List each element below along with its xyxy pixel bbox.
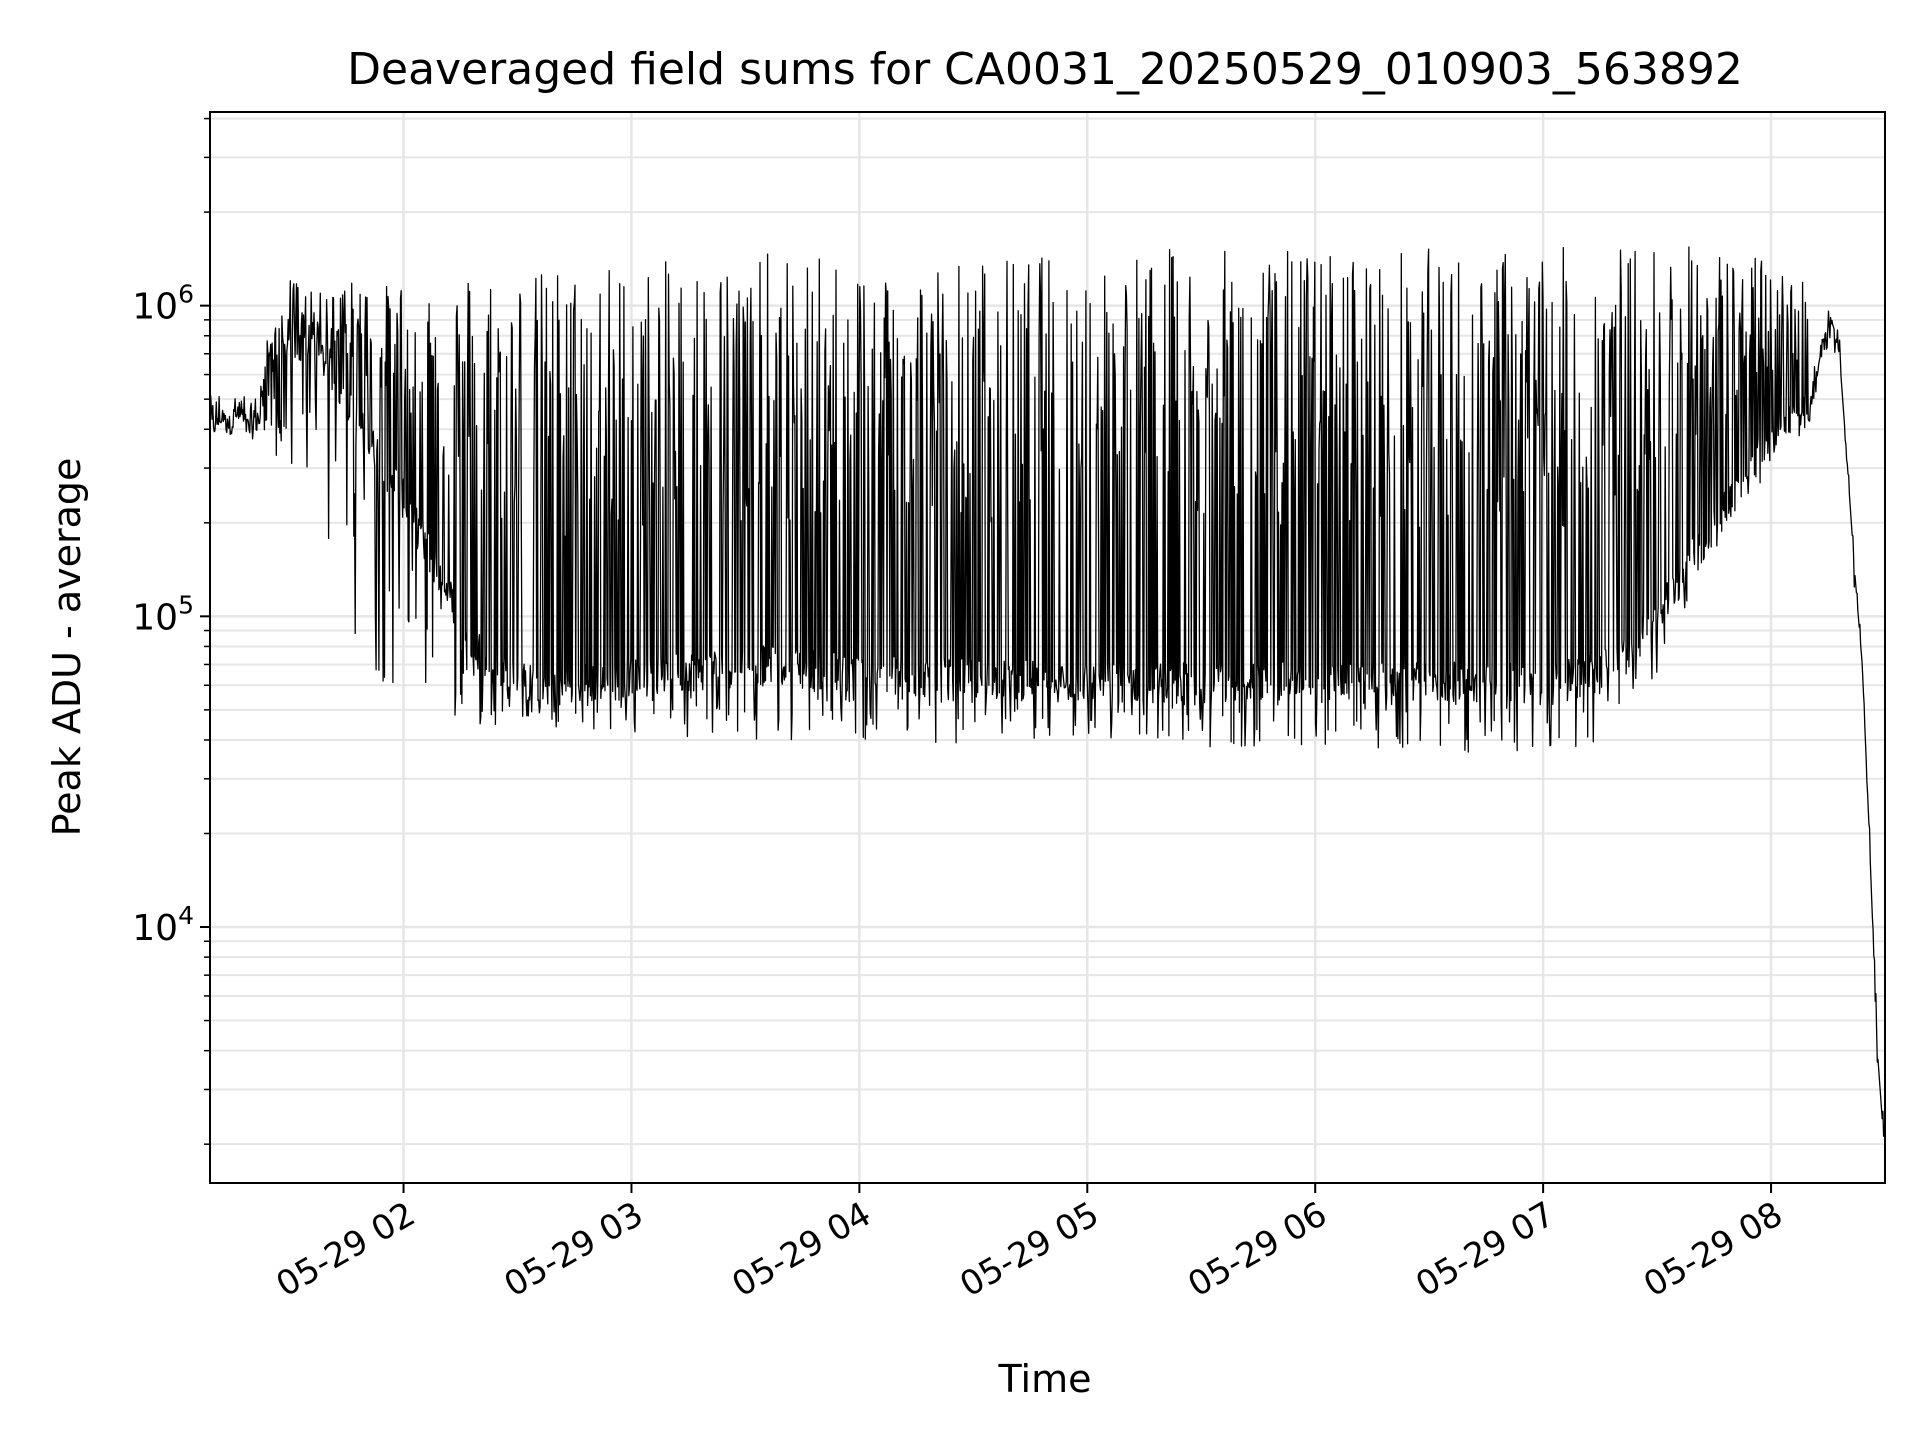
y-tick-label-base: 10	[132, 287, 178, 328]
y-tick-label: 106	[132, 280, 194, 328]
y-tick-label-base: 10	[132, 908, 178, 949]
y-tick-label-exponent: 4	[178, 901, 194, 930]
series-line	[209, 246, 1885, 1137]
plot-frame	[209, 111, 1886, 1184]
y-tick-label-exponent: 6	[178, 280, 194, 309]
y-tick-label: 105	[132, 590, 194, 638]
chart-title: Deaveraged field sums for CA0031_2025052…	[347, 44, 1743, 95]
y-tick-label-base: 10	[132, 597, 178, 638]
y-tick-label: 104	[132, 901, 194, 949]
series-layer	[209, 246, 1885, 1137]
y-tick-label-exponent: 5	[178, 590, 194, 619]
y-axis-label: Peak ADU - average	[45, 458, 89, 837]
x-axis-label: Time	[998, 1357, 1092, 1401]
